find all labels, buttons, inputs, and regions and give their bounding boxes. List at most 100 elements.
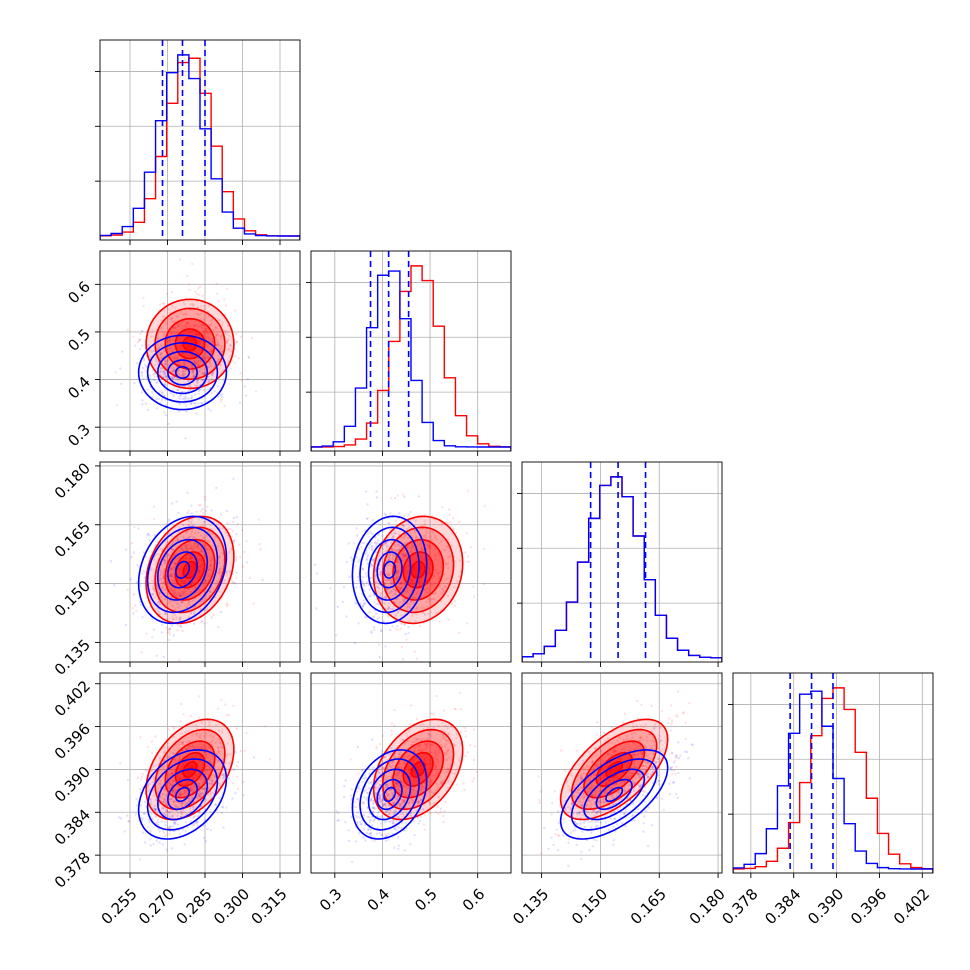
sample-point	[161, 623, 164, 627]
sample-point	[160, 793, 164, 796]
sample-point	[402, 600, 406, 604]
sample-point	[201, 788, 204, 791]
sample-point	[177, 361, 180, 364]
sample-point	[418, 578, 422, 582]
sample-point	[173, 769, 176, 772]
panel-content	[100, 258, 258, 440]
histogram-series-1	[522, 476, 722, 662]
sample-point	[202, 372, 205, 376]
sample-point	[384, 645, 387, 648]
sample-point	[407, 729, 411, 732]
panel-frame	[99, 250, 301, 452]
sample-point	[217, 556, 221, 559]
sample-point	[146, 388, 149, 391]
sample-point	[179, 804, 183, 807]
sample-point	[424, 744, 428, 747]
sample-point	[132, 612, 135, 615]
sample-point	[368, 546, 371, 549]
sample-point	[161, 769, 164, 772]
sample-point	[196, 352, 200, 355]
sample-point	[152, 777, 156, 780]
sample-point	[391, 557, 395, 560]
sample-point	[402, 815, 405, 818]
sample-point	[163, 561, 166, 564]
sample-point	[211, 792, 215, 795]
sample-point	[406, 546, 410, 549]
sample-point	[216, 341, 220, 344]
sample-point	[378, 771, 382, 775]
sample-point	[430, 743, 434, 746]
sample-point	[396, 494, 399, 497]
sample-point	[170, 568, 173, 571]
density-contour-series-1	[383, 560, 397, 579]
sample-point	[159, 367, 162, 371]
sample-point	[201, 507, 204, 511]
sample-point	[189, 402, 193, 405]
sample-point	[186, 781, 189, 785]
sample-point	[423, 813, 427, 817]
sample-point	[194, 324, 198, 327]
sample-point	[194, 774, 197, 777]
sample-point	[388, 556, 391, 559]
sample-point	[200, 305, 203, 308]
sample-point	[397, 765, 400, 768]
sample-point	[164, 597, 168, 600]
sample-point	[388, 771, 391, 774]
sample-point	[400, 536, 403, 539]
sample-point	[379, 591, 382, 594]
sample-point	[202, 371, 205, 374]
sample-point	[165, 764, 168, 767]
density-contour-series-0	[164, 740, 216, 799]
sample-point	[162, 309, 166, 312]
sample-point	[199, 747, 203, 750]
sample-point	[372, 594, 375, 597]
sample-point	[434, 789, 437, 792]
sample-point	[341, 600, 344, 604]
sample-point	[170, 331, 174, 334]
sample-point	[203, 786, 206, 790]
sample-point	[449, 521, 452, 524]
sample-point	[432, 756, 435, 759]
sample-point	[188, 745, 192, 748]
sample-point	[226, 753, 229, 756]
sample-point	[425, 763, 428, 766]
sample-point	[197, 389, 201, 393]
sample-point	[402, 559, 405, 562]
sample-point	[390, 590, 394, 593]
sample-point	[177, 556, 181, 559]
sample-point	[176, 389, 179, 392]
panel-background	[100, 673, 300, 873]
sample-point	[185, 548, 189, 551]
density-contour-series-0	[392, 538, 445, 601]
sample-point	[223, 298, 226, 301]
sample-point	[209, 568, 212, 571]
sample-point	[172, 800, 176, 804]
sample-point	[202, 521, 206, 524]
sample-point	[186, 389, 190, 393]
sample-point	[172, 581, 175, 585]
sample-point	[207, 407, 210, 410]
sample-point	[153, 808, 157, 811]
sample-point	[155, 359, 158, 363]
sample-point	[384, 513, 387, 517]
sample-point	[195, 744, 198, 748]
sample-point	[429, 530, 432, 533]
sample-point	[193, 746, 196, 749]
sample-point	[170, 772, 173, 775]
density-contour-series-1	[146, 526, 219, 614]
sample-point	[191, 262, 194, 266]
sample-point	[197, 375, 200, 378]
sample-point	[179, 595, 183, 598]
sample-point	[187, 519, 190, 523]
sample-point	[183, 579, 186, 582]
sample-point	[193, 606, 196, 609]
sample-point	[185, 321, 188, 325]
sample-point	[414, 536, 418, 539]
sample-point	[217, 737, 220, 741]
sample-point	[126, 588, 129, 591]
sample-point	[391, 553, 394, 556]
sample-point	[176, 606, 180, 610]
sample-point	[228, 550, 231, 554]
sample-point	[163, 751, 166, 754]
sample-point	[438, 748, 441, 752]
